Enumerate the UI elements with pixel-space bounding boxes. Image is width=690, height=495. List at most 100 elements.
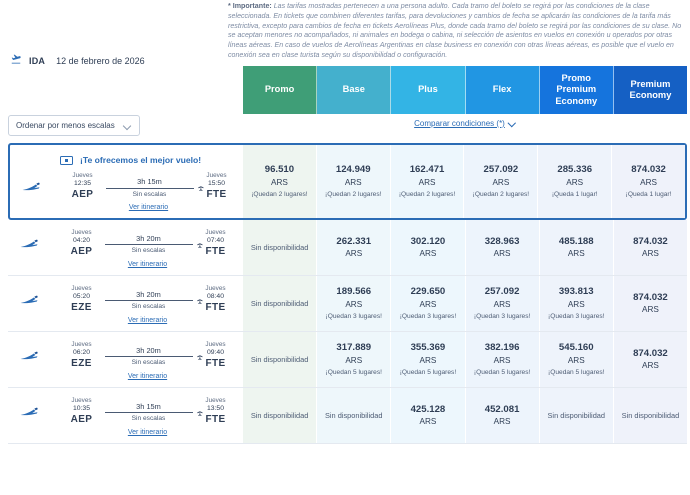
fare-price-cell[interactable]: 124.949 ARS ¡Quedan 2 lugares! [316,145,391,218]
fare-class-name: Promo [264,84,295,95]
fare-class-name: Plus [418,84,438,95]
fare-amount: 874.032 [633,291,668,303]
fare-price-cell[interactable]: 229.650 ARS ¡Quedan 3 lugares! [391,275,466,331]
flight-stops: Sin escalas [131,415,166,423]
departure-airport-code: EZE [71,302,92,314]
fare-currency: ARS [567,355,585,365]
flight-row[interactable]: Jueves 04:20 AEP 3h 20m Sin escalas Jueves 07:… [8,219,688,276]
seats-remaining: ¡Quedan 3 lugares! [399,312,457,320]
departure-day: Jueves [72,172,93,179]
flight-row[interactable]: Jueves 10:35 AEP 3h 15m Sin escalas Jueves 13:… [8,387,688,444]
duration-line [104,356,193,358]
fare-currency: ARS [419,355,437,365]
fare-amount: 262.331 [336,235,372,247]
duration-line [104,244,193,246]
flight-segment: Jueves 12:35 AEP 3h 15m Sin escalas Jueves 15:… [10,169,243,202]
fare-class-header-cell[interactable]: Base [317,66,392,114]
view-itinerary-link[interactable]: Ver itinerario [127,316,168,324]
fare-currency: ARS [642,249,659,259]
fare-price-cell[interactable]: 452.081 ARS [465,387,540,443]
fare-currency: ARS [418,177,436,187]
flight-duration-bar: 3h 20m Sin escalas [103,341,202,366]
fare-price-cell[interactable]: 262.331 ARS [317,219,392,275]
seats-remaining: ¡Quedan 5 lugares! [548,368,605,376]
fare-class-header-cell[interactable]: Plus [391,66,466,114]
fare-price-cell[interactable]: 162.471 ARS ¡Quedan 2 lugares! [390,145,465,218]
no-availability-label: Sin disponibilidad [250,242,309,252]
fare-price-cell[interactable]: 485.188 ARS [539,219,614,275]
fare-amount: 355.369 [410,342,446,354]
fare-price-cell[interactable]: 545.160 ARS ¡Quedan 5 lugares! [539,331,614,387]
fare-currency: ARS [567,299,585,309]
fare-amount: 328.963 [484,235,520,247]
fare-price-cell[interactable]: 285.336 ARS ¡Queda 1 lugar! [538,145,613,218]
flight-row[interactable]: Jueves 06:20 EZE 3h 20m Sin escalas Jueves 09:… [8,331,688,388]
fare-price-cell[interactable]: 302.120 ARS [391,219,466,275]
arrival-endpoint: Jueves 09:40 FTE [195,341,237,371]
duration-line [104,412,193,414]
fare-amount: 124.949 [335,164,371,176]
fare-price-cell[interactable]: 382.196 ARS ¡Quedan 5 lugares! [465,331,540,387]
fare-unavailable-cell: Sin disponibilidad [317,387,392,443]
fare-class-header-cell[interactable]: Premium Economy [613,66,688,114]
departure-time: 04:20 [72,236,90,244]
fare-price-cell[interactable]: 96.510 ARS ¡Quedan 2 lugares! [243,145,317,218]
flight-results-list: ¡Te ofrecemos el mejor vuelo! Jueves 12:35… [8,143,688,444]
flight-details: Jueves 10:35 AEP 3h 15m Sin escalas Jueves 13:… [8,388,243,443]
fare-price-cell[interactable]: 874.032 ARS [613,275,688,331]
fare-amount: 382.196 [484,342,520,354]
compare-conditions-link[interactable]: Comparar condiciones (*) [243,119,687,128]
no-availability-label: Sin disponibilidad [324,410,383,420]
fare-price-cell[interactable]: 874.032 ARS ¡Queda 1 lugar! [612,145,685,218]
fare-class-header-cell[interactable]: Promo [243,66,318,114]
arrival-day: Jueves [205,284,226,292]
duration-line [104,300,193,302]
flight-duration-bar: 3h 20m Sin escalas [103,285,202,310]
view-itinerary-link[interactable]: Ver itinerario [127,428,168,436]
sort-select[interactable]: Ordenar por menos escalas [8,115,140,136]
view-itinerary-link[interactable]: Ver itinerario [127,260,168,268]
fare-price-cell[interactable]: 874.032 ARS [613,331,688,387]
fare-unavailable-cell: Sin disponibilidad [243,331,318,387]
fare-currency: ARS [493,299,511,309]
fare-amount: 874.032 [633,235,668,247]
fare-price-cell[interactable]: 257.092 ARS ¡Quedan 2 lugares! [464,145,539,218]
view-itinerary-link[interactable]: Ver itinerario [127,372,168,380]
fare-currency: ARS [419,249,437,259]
fare-price-cell[interactable]: 257.092 ARS ¡Quedan 3 lugares! [465,275,540,331]
flight-duration-bar: 3h 20m Sin escalas [103,229,202,254]
departure-time: 10:35 [72,404,90,412]
flight-details: Jueves 04:20 AEP 3h 20m Sin escalas Jueves 07:… [8,220,243,275]
flight-details: Jueves 06:20 EZE 3h 20m Sin escalas Jueves 09:… [8,332,243,387]
fare-price-cell[interactable]: 355.369 ARS ¡Quedan 5 lugares! [391,331,466,387]
fare-class-header-cell[interactable]: Promo Premium Economy [539,66,614,114]
fare-price-cell[interactable]: 189.566 ARS ¡Quedan 3 lugares! [317,275,392,331]
arrival-day: Jueves [206,172,227,179]
fare-price-cell[interactable]: 425.128 ARS [391,387,466,443]
fare-price-cell[interactable]: 393.813 ARS ¡Quedan 3 lugares! [539,275,614,331]
fare-price-grid: Sin disponibilidad Sin disponibilidad 425.… [243,387,688,443]
arrival-time: 15:50 [207,180,225,187]
fare-amount: 393.813 [558,286,594,298]
fare-amount: 285.336 [557,164,593,176]
plane-arrival-icon [193,180,205,198]
view-itinerary-link[interactable]: Ver itinerario [128,203,169,211]
fare-price-cell[interactable]: 317.889 ARS ¡Quedan 5 lugares! [317,331,392,387]
fare-class-name: Flex [492,84,512,95]
fare-price-cell[interactable]: 874.032 ARS [613,219,688,275]
plane-arrival-icon [192,293,204,311]
flight-segment: Jueves 04:20 AEP 3h 20m Sin escalas Jueves 07:… [8,226,243,259]
flight-row[interactable]: ¡Te ofrecemos el mejor vuelo! Jueves 12:35… [8,143,687,220]
fare-class-header-cell[interactable]: Flex [465,66,540,114]
fare-amount: 485.188 [558,235,594,247]
departure-endpoint: Jueves 05:20 EZE [61,285,103,315]
fare-amount: 874.032 [633,347,668,359]
arrival-day: Jueves [205,396,226,404]
plane-departure-icon [10,52,22,70]
flight-details: Jueves 05:20 EZE 3h 20m Sin escalas Jueves 08:… [8,276,243,331]
fare-amount: 189.566 [336,286,372,298]
flight-row[interactable]: Jueves 05:20 EZE 3h 20m Sin escalas Jueves 08:… [8,275,688,332]
fare-price-cell[interactable]: 328.963 ARS [465,219,540,275]
fare-class-name: Base [342,84,365,95]
